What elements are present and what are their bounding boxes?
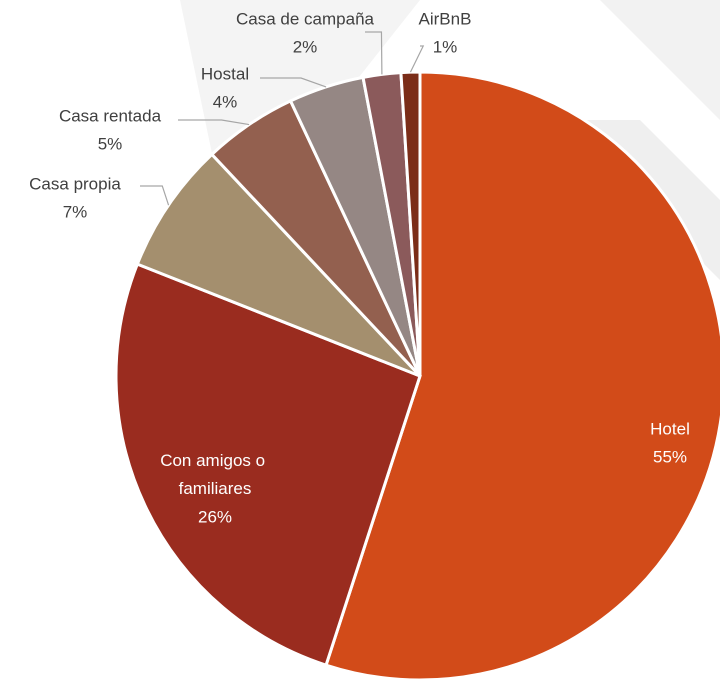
label-line: familiares — [179, 479, 252, 498]
pie-slice — [324, 70, 720, 682]
slice-label: Casa propia — [29, 174, 121, 193]
slice-value-label: 55% — [653, 447, 687, 466]
slice-value-label: 7% — [63, 202, 88, 221]
slice-value-label: 26% — [198, 507, 232, 526]
leader-line — [365, 31, 383, 75]
slice-label: Con amigos o familiares — [160, 451, 270, 498]
slice-label: Hostal — [201, 64, 249, 83]
slice-label: Hotel — [650, 419, 690, 438]
slice-value-label: 4% — [213, 92, 238, 111]
leader-line — [260, 77, 327, 88]
slice-value-label: 2% — [293, 37, 318, 56]
leader-line — [409, 45, 425, 73]
leader-line — [178, 119, 250, 126]
label-line: Con amigos o — [160, 451, 270, 470]
pie-slice — [114, 262, 422, 668]
leader-line — [140, 185, 170, 206]
slice-label: AirBnB — [419, 9, 472, 28]
slice-value-label: 5% — [98, 134, 123, 153]
slice-label: Casa rentada — [59, 106, 162, 125]
pie-slice — [135, 152, 422, 378]
slice-label: Casa de campaña — [236, 9, 375, 28]
slice-value-label: 1% — [433, 37, 458, 56]
